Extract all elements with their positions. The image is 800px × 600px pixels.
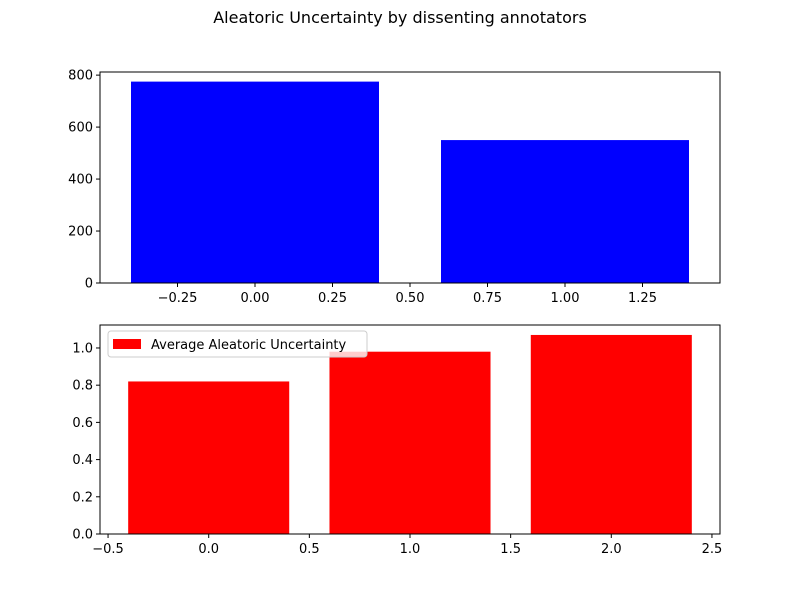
subplot-1-bar-1 bbox=[441, 140, 689, 283]
subplot-1-ytick-label-1: 200 bbox=[68, 225, 93, 240]
subplot-1-xtick-label-6: 1.25 bbox=[628, 291, 657, 306]
subplot-2-xtick-label-4: 1.5 bbox=[500, 542, 521, 557]
subplot-1-xtick-label-5: 1.00 bbox=[551, 291, 580, 306]
subplot-2-legend-label: Average Aleatoric Uncertainty bbox=[151, 338, 347, 353]
subplot-2-xtick-label-5: 2.0 bbox=[601, 542, 622, 557]
subplot-1-xtick-label-1: 0.00 bbox=[241, 291, 270, 306]
subplot-2-xtick-label-3: 1.0 bbox=[400, 542, 421, 557]
subplot-1-ytick-label-2: 400 bbox=[68, 173, 93, 188]
subplot-2-legend-swatch bbox=[113, 339, 141, 349]
subplot-1-xtick-label-3: 0.50 bbox=[396, 291, 425, 306]
subplot-1-ytick-label-0: 0 bbox=[85, 277, 93, 292]
subplot-2-xtick-label-2: 0.5 bbox=[299, 542, 320, 557]
subplot-1-xtick-label-0: −0.25 bbox=[158, 291, 198, 306]
subplot-1-xtick-label-2: 0.25 bbox=[318, 291, 347, 306]
subplot-1-ytick-label-3: 600 bbox=[68, 121, 93, 136]
subplot-2-xtick-label-0: −0.5 bbox=[92, 542, 124, 557]
subplot-2-xtick-label-6: 2.5 bbox=[702, 542, 723, 557]
subplot-2-ytick-label-1: 0.2 bbox=[72, 490, 93, 505]
subplot-2-bar-2 bbox=[530, 334, 692, 534]
subplot-2-ytick-label-0: 0.0 bbox=[72, 528, 93, 543]
subplot-2-ytick-label-5: 1.0 bbox=[72, 341, 93, 356]
subplot-2-ytick-label-2: 0.4 bbox=[72, 453, 93, 468]
subplot-2-xtick-label-1: 0.0 bbox=[198, 542, 219, 557]
subplot-2-bar-0 bbox=[128, 381, 290, 534]
subplot-2-ytick-label-3: 0.6 bbox=[72, 416, 93, 431]
subplot-2-bar-1 bbox=[329, 351, 491, 534]
subplot-2-ytick-label-4: 0.8 bbox=[72, 379, 93, 394]
subplot-2-legend-box bbox=[107, 330, 368, 358]
figure-title: Aleatoric Uncertainty by dissenting anno… bbox=[213, 8, 587, 27]
subplot-1-xtick-label-4: 0.75 bbox=[473, 291, 502, 306]
subplot-1-ytick-label-4: 800 bbox=[68, 69, 93, 84]
subplot-1-bar-0 bbox=[131, 81, 379, 283]
